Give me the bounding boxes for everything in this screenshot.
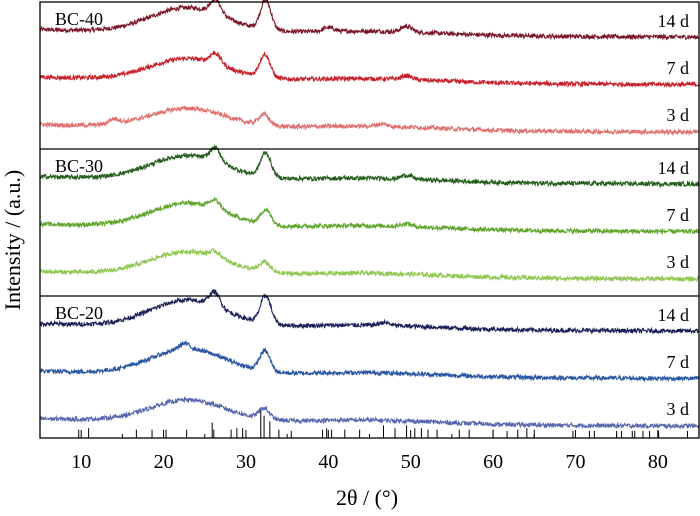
x-tick-label: 40 [318, 451, 338, 473]
series-label: 14 d [658, 11, 690, 31]
series-line-bc-30-3d [39, 247, 700, 283]
x-tick-label: 80 [648, 451, 668, 473]
series-label: 7 d [667, 205, 690, 225]
x-tick-label: 50 [401, 451, 421, 473]
x-tick-label: 20 [154, 451, 174, 473]
panel-bc-30: 14 d 7 d 3 d BC-30 [39, 144, 700, 283]
series-label: 3 d [667, 105, 690, 125]
panel-label: BC-40 [55, 9, 103, 29]
panel-label: BC-30 [55, 156, 103, 176]
chart-panels: 14 d 7 d 3 d BC-40 14 d 7 d 3 d BC-30 14 d 7 d 3 d… [39, 0, 700, 430]
series-line-bc-20-3d [39, 395, 700, 430]
series-label: 7 d [667, 58, 690, 78]
chart-axes: 10 20 30 40 50 60 70 80 [39, 1, 700, 473]
x-tick-label: 10 [71, 451, 91, 473]
series-line-bc-40-14d [39, 0, 700, 41]
x-tick-label: 30 [236, 451, 256, 473]
series-label: 3 d [667, 252, 690, 272]
series-label: 3 d [667, 399, 690, 419]
series-label: 14 d [658, 305, 690, 325]
panel-bc-20: 14 d 7 d 3 d BC-20 [39, 288, 700, 430]
series-line-bc-20-14d [39, 288, 700, 335]
series-line-bc-20-7d [39, 340, 700, 383]
series-line-bc-40-7d [39, 50, 700, 89]
series-line-bc-30-14d [39, 144, 700, 188]
y-axis-label: Intensity / (a.u.) [0, 170, 25, 311]
reference-peaks [78, 410, 688, 438]
series-label: 7 d [667, 352, 690, 372]
x-tick-label: 60 [483, 451, 503, 473]
x-tick-label: 70 [565, 451, 585, 473]
series-line-bc-40-3d [39, 105, 700, 137]
panel-label: BC-20 [55, 303, 103, 323]
series-label: 14 d [658, 158, 690, 178]
series-line-bc-30-7d [39, 196, 700, 236]
panel-bc-40: 14 d 7 d 3 d BC-40 [39, 0, 700, 137]
x-axis-label: 2θ / (°) [336, 485, 398, 510]
